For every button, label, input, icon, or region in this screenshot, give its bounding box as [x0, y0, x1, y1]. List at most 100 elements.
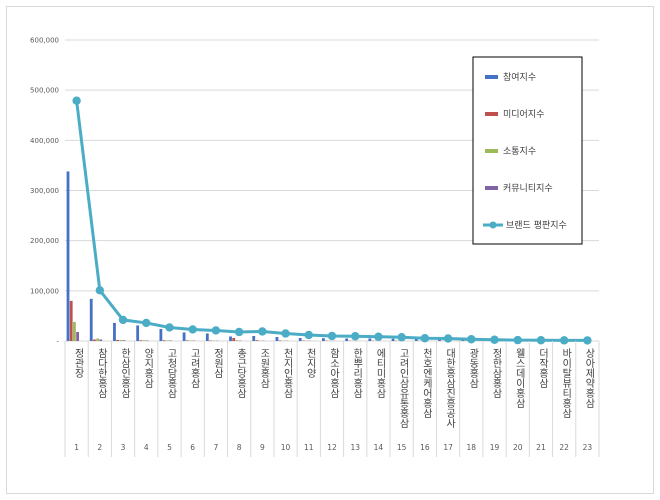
rank-label: 15: [397, 443, 407, 452]
rank-label: 7: [214, 443, 219, 452]
category-label: 고청담홍삼: [165, 348, 177, 398]
rank-label: 10: [281, 443, 291, 452]
bar-소통지수: [235, 340, 239, 341]
legend-swatch: [485, 112, 498, 116]
line-point: [304, 330, 313, 340]
rank-label: 17: [443, 443, 453, 452]
line-point: [583, 336, 592, 345]
rank-label: 23: [583, 443, 593, 452]
rank-label: 19: [490, 443, 500, 452]
y-tick-label: 600,000: [30, 37, 59, 45]
category-label: 조원홍삼: [258, 348, 270, 388]
line-point: [536, 336, 546, 345]
category-label: 정한삼홍삼: [490, 348, 502, 398]
bar-커뮤니티지수: [169, 340, 172, 341]
bar-소통지수: [73, 321, 76, 341]
bar-미디어지수: [255, 340, 259, 341]
rank-label: 22: [559, 443, 569, 452]
category-label: 에티미홍삼: [374, 348, 386, 398]
bar-참여지수: [136, 325, 140, 341]
legend-swatch: [485, 149, 498, 153]
bar-참여지수: [89, 298, 93, 341]
category-label: 고려홍삼: [188, 348, 200, 388]
bar-참여지수: [182, 332, 186, 341]
line-point: [420, 334, 430, 343]
category-label: 광동홍삼: [467, 348, 479, 388]
brand-reputation-chart: - 100,000 200,000 300,000 400,000 500,000 600,…: [30, 37, 600, 457]
rank-label: 4: [144, 443, 149, 452]
bar-커뮤니티지수: [122, 340, 126, 341]
bar-커뮤니티지수: [99, 339, 103, 341]
y-tick-label: -: [56, 338, 59, 346]
bar-미디어지수: [69, 300, 73, 341]
bar-미디어지수: [209, 340, 212, 341]
rank-label: 3: [121, 443, 126, 452]
category-label: 총근당홍삼: [235, 348, 247, 398]
line-point: [95, 286, 105, 295]
bar-참여지수: [275, 336, 279, 341]
category-label: 한뿌리홍삼: [351, 348, 363, 398]
rank-label: 18: [467, 443, 477, 452]
category-label: 더작홍삼: [536, 348, 548, 388]
rank-label: 5: [167, 443, 172, 452]
line-point: [374, 332, 383, 341]
line-point: [188, 325, 197, 334]
rank-label: 8: [237, 443, 242, 452]
line-point: [142, 318, 151, 328]
line-point: [467, 335, 476, 344]
bar-미디어지수: [139, 340, 143, 341]
bar-미디어지수: [116, 339, 120, 341]
category-label: 천지양: [304, 348, 316, 378]
line-point: [281, 329, 290, 338]
bar-커뮤니티지수: [76, 331, 80, 341]
line-point: [165, 323, 174, 332]
bar-참여지수: [113, 322, 116, 341]
category-label: 양지홍삼: [142, 348, 154, 388]
y-tick-label: 500,000: [30, 87, 59, 95]
category-label: 정원삼: [211, 348, 223, 378]
category-label: 대한홍삼진흥공사: [444, 348, 456, 429]
line-point: [559, 336, 569, 345]
line-point: [211, 326, 221, 335]
bar-참여지수: [391, 338, 395, 341]
rank-label: 2: [97, 443, 102, 452]
chart-frame: - 100,000 200,000 300,000 400,000 500,000 600,…: [6, 6, 654, 494]
bar-series: [66, 171, 590, 341]
y-tick-label: 400,000: [30, 137, 59, 145]
rank-label: 14: [374, 443, 384, 452]
legend-label: 미디어지수: [503, 109, 544, 120]
line-point: [258, 327, 267, 336]
bar-참여지수: [252, 335, 256, 341]
rank-label: 16: [420, 443, 430, 452]
gridlines: [65, 39, 599, 342]
bar-참여지수: [438, 339, 441, 341]
legend-label: 참여지수: [503, 71, 536, 83]
bar-소통지수: [165, 340, 169, 341]
bar-참여지수: [368, 338, 372, 341]
category-label: 바이탈뷰티홍삼: [560, 348, 572, 418]
bar-미디어지수: [93, 339, 96, 341]
legend-label: 소통지수: [503, 146, 536, 157]
line-point: [327, 331, 337, 341]
line-point: [490, 335, 499, 344]
legend-label: 커뮤니티지수: [503, 183, 553, 194]
bar-미디어지수: [162, 340, 166, 341]
legend-swatch: [485, 186, 498, 190]
rank-label: 21: [536, 443, 546, 452]
category-label: 천지인홍삼: [281, 348, 293, 398]
category-label: 고려인삼유통홍삼: [397, 348, 409, 428]
bar-참여지수: [322, 338, 325, 341]
line-point: [118, 315, 128, 325]
bar-소통지수: [119, 339, 123, 341]
category-label: 정관장: [72, 348, 84, 378]
line-point: [443, 334, 453, 343]
rank-label: 20: [513, 443, 523, 452]
y-tick-label: 200,000: [30, 237, 59, 245]
bar-참여지수: [229, 336, 232, 341]
line-series: [72, 96, 592, 345]
rank-label: 9: [260, 443, 265, 452]
category-label: 상아제약홍삼: [583, 348, 595, 408]
bar-참여지수: [66, 171, 70, 341]
legend-swatch-marker: [489, 221, 497, 229]
bar-소통지수: [96, 338, 100, 341]
